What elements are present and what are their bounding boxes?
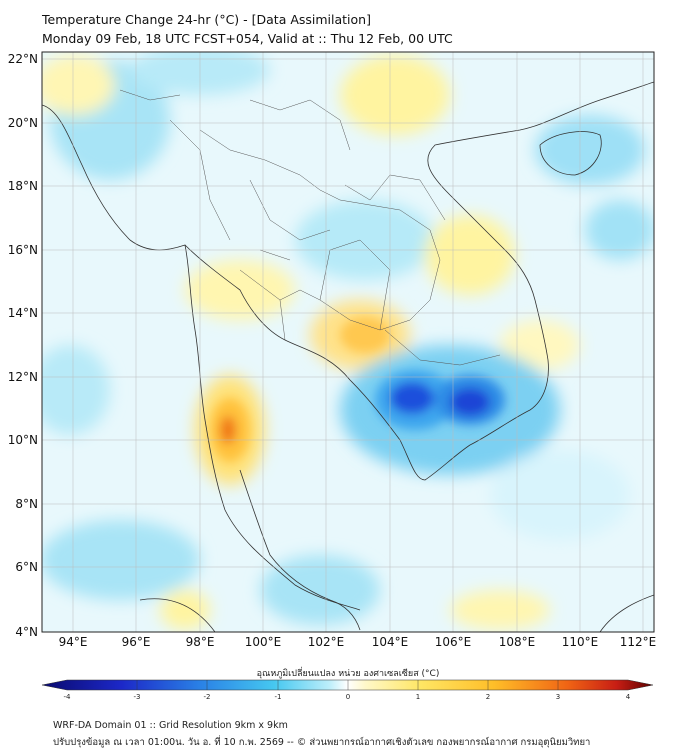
lat-label: 4°N [15,625,38,639]
gridlines [42,52,654,632]
lat-label: 12°N [8,370,38,384]
lat-label: 8°N [15,497,38,511]
coastlines [42,81,654,632]
colorbar-tick: -1 [275,693,282,700]
colorbar-title: อุณหภูมิเปลี่ยนแปลง หน่วย องศาเซลเซียส (… [257,666,440,679]
colorbar-tick: 4 [626,693,631,700]
colorbar: อุณหภูมิเปลี่ยนแปลง หน่วย องศาเซลเซียส (… [41,666,654,700]
lon-label: 108°E [499,635,536,649]
colorbar-tick: 1 [416,693,420,700]
lon-label: 94°E [59,635,88,649]
admin-borders [119,89,501,366]
map-title: Temperature Change 24-hr (°C) - [Data As… [42,12,371,27]
lon-label: 112°E [620,635,657,649]
colorbar-tick: 3 [556,693,560,700]
lon-label: 100°E [245,635,282,649]
map-subtitle: Monday 09 Feb, 18 UTC FCST+054, Valid at… [42,31,453,46]
colorbar-tick: 2 [486,693,490,700]
colorbar-tick: -2 [204,693,211,700]
colorbar-tick: -4 [64,693,72,700]
map-frame [41,51,655,633]
lon-label: 102°E [308,635,345,649]
lon-label: 104°E [372,635,409,649]
lat-label: 20°N [8,116,38,130]
longitude-axis: 94°E 96°E 98°E 100°E 102°E 104°E 106°E 1… [59,635,657,649]
lat-label: 18°N [8,179,38,193]
latitude-axis: 22°N 20°N 18°N 16°N 14°N 12°N 10°N 8°N 6… [8,52,38,639]
temperature-change-map: 22°N 20°N 18°N 16°N 14°N 12°N 10°N 8°N 6… [8,51,657,700]
colorbar-tick: -3 [134,693,141,700]
lat-label: 22°N [8,52,38,66]
colorbar-tick: 0 [346,693,350,700]
footer-credit: ปรับปรุงข้อมูล ณ เวลา 01:00น. วัน อ. ที่… [53,737,591,748]
colorbar-bar [41,679,654,691]
lon-label: 106°E [435,635,472,649]
footer-model-info: WRF-DA Domain 01 :: Grid Resolution 9km … [53,720,288,731]
lat-label: 6°N [15,560,38,574]
lat-label: 14°N [8,306,38,320]
lat-label: 16°N [8,243,38,257]
lon-label: 96°E [122,635,151,649]
lon-label: 110°E [562,635,599,649]
temperature-field [42,52,654,632]
lat-label: 10°N [8,433,38,447]
colorbar-divisions [136,680,559,690]
lon-label: 98°E [186,635,215,649]
